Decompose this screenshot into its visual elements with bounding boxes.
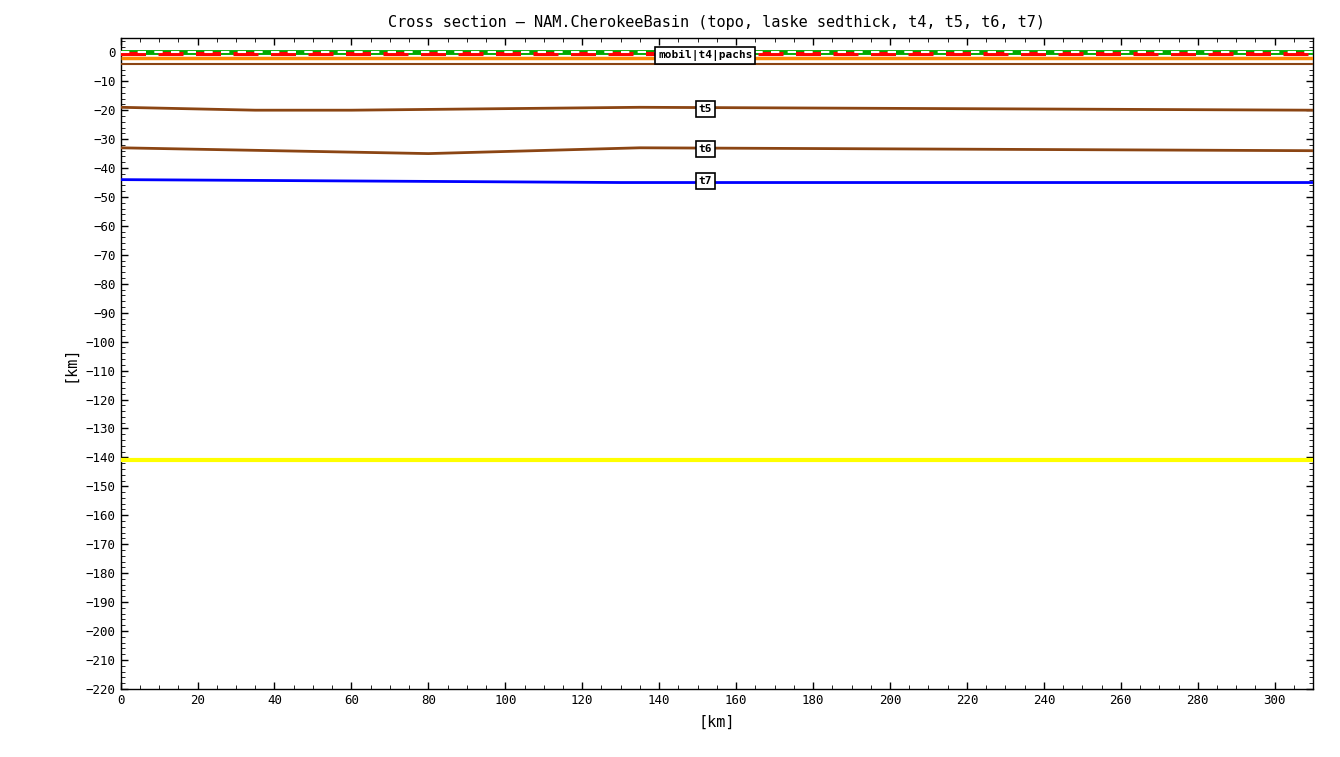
Title: Cross section – NAM.CherokeeBasin (topo, laske sedthick, t4, t5, t6, t7): Cross section – NAM.CherokeeBasin (topo,…: [389, 14, 1045, 30]
X-axis label: [km]: [km]: [698, 715, 736, 730]
Y-axis label: [km]: [km]: [63, 345, 78, 382]
Text: mobil|t4|pachs: mobil|t4|pachs: [658, 50, 753, 61]
Text: t5: t5: [698, 104, 712, 114]
Text: t7: t7: [698, 176, 712, 186]
Text: t6: t6: [698, 145, 712, 154]
